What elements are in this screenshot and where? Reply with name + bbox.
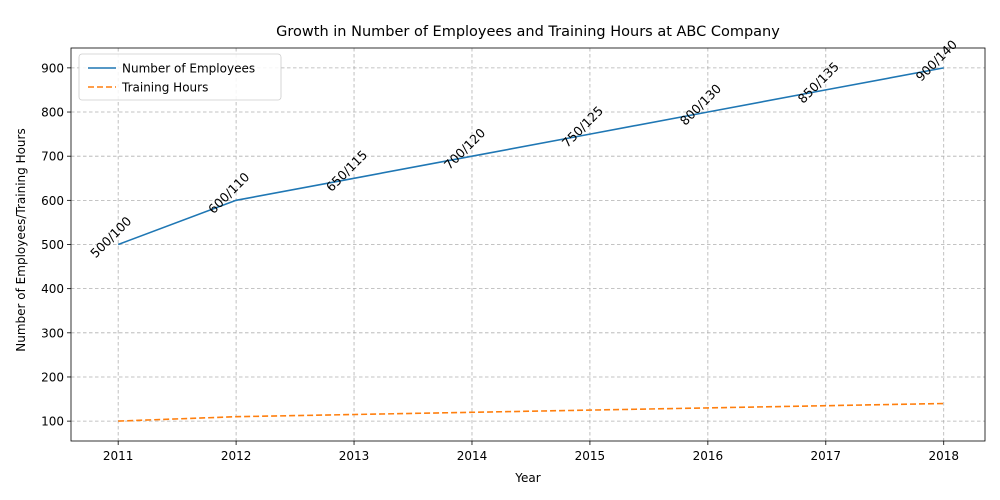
point-annotation: 600/110 [205,169,252,216]
y-tick-label: 300 [41,326,64,340]
y-tick-label: 600 [41,194,64,208]
point-annotation: 500/100 [87,213,134,260]
series-line-2 [118,402,944,422]
x-tick-label: 2016 [693,449,724,463]
point-annotation: 900/140 [913,37,960,84]
point-annotation: 850/135 [795,59,842,106]
legend-label-2: Training Hours [121,81,208,95]
y-tick-label: 200 [41,370,64,384]
axes: 2011 2012 2013 2014 2015 2016 2017 2018 100 200 30… [41,47,986,463]
legend-box [78,53,282,101]
y-tick-label: 900 [41,61,64,75]
legend-label-1: Number of Employees [122,62,255,76]
x-tick-label: 2015 [575,449,606,463]
y-tick-label: 800 [41,106,64,120]
x-tick-label: 2013 [339,449,370,463]
x-tick-label: 2012 [221,449,252,463]
point-annotation: 650/115 [323,147,370,194]
x-tick-label: 2014 [457,449,488,463]
x-tick-label: 2017 [811,449,842,463]
point-annotation: 700/120 [441,125,488,172]
y-tick-label: 400 [41,282,64,296]
x-tick-label: 2018 [928,449,959,463]
y-tick-label: 700 [41,150,64,164]
x-tick-label: 2011 [103,449,134,463]
point-annotation: 800/130 [677,81,724,128]
x-axis-title: Year [514,471,540,485]
grid-lines [71,48,985,441]
chart-title: Growth in Number of Employees and Traini… [276,24,780,40]
series-group [117,67,944,422]
legend: Number of Employees Training Hours [78,53,282,101]
y-axis-title: Number of Employees/Training Hours [14,128,28,351]
y-tick-label: 100 [41,415,64,429]
point-annotation: 750/125 [559,103,606,150]
series-line-1 [117,67,944,246]
y-tick-label: 500 [41,238,64,252]
